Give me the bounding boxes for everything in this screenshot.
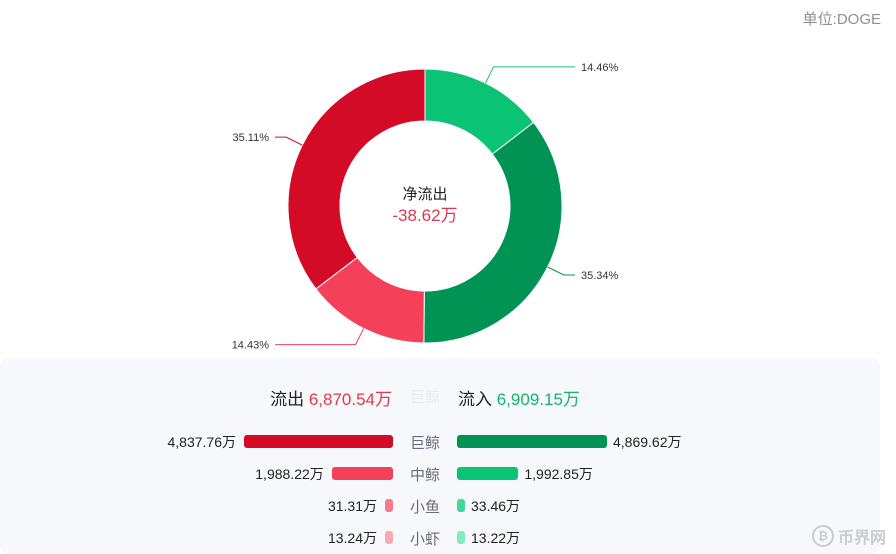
summary-mid-label: 巨鲸 [410, 389, 441, 406]
row-inflow-value: 1,992.85万 [524, 466, 593, 482]
donut-slice [423, 121, 563, 344]
row-outflow-bar [243, 435, 393, 448]
slice-leader-line [275, 328, 365, 346]
row-category-label: 小鱼 [410, 499, 441, 516]
donut-slice [287, 68, 426, 290]
row-inflow-bar [457, 467, 519, 480]
row-outflow-value: 4,837.76万 [167, 434, 236, 450]
watermark-text: 币界网 [837, 530, 886, 547]
bitcoin-coin-icon: ₿ [811, 525, 834, 547]
row-inflow-bar [457, 499, 465, 512]
center-net-value: -38.62万 [392, 206, 457, 225]
row-category-label: 巨鲸 [410, 435, 441, 452]
row-inflow-value: 13.22万 [471, 530, 521, 546]
row-outflow-bar [385, 531, 393, 544]
unit-label: 单位:DOGE [802, 11, 881, 28]
row-category-label: 小虾 [410, 531, 441, 548]
row-inflow-value: 4,869.62万 [613, 434, 682, 450]
flow-row: 4,837.76万 巨鲸 4,869.62万 [0, 430, 880, 454]
row-inflow-bar [457, 531, 465, 544]
row-category-label: 中鲸 [410, 467, 441, 484]
flow-row: 13.24万 小虾 13.22万 [0, 526, 880, 550]
slice-percent-label: 14.43% [232, 340, 270, 352]
slice-leader-line [485, 66, 575, 84]
row-outflow-value: 1,988.22万 [255, 466, 324, 482]
outflow-value: 6,870.54万 [308, 390, 392, 409]
center-title: 净流出 [402, 186, 447, 203]
row-inflow-value: 33.46万 [471, 498, 521, 514]
slice-percent-label: 35.34% [581, 270, 619, 282]
inflow-total: 流入 6,909.15万 [458, 385, 580, 410]
net-flow-donut-chart: 14.46% 35.34% 14.43% 35.11% 净流出 -38.62万 [232, 62, 619, 352]
slice-percent-label: 14.46% [581, 62, 619, 74]
row-inflow-bar [457, 435, 607, 448]
row-outflow-bar [385, 499, 393, 512]
slice-leader-line [275, 136, 303, 146]
flow-row: 1,988.22万 中鲸 1,992.85万 [0, 462, 880, 486]
row-outflow-value: 13.24万 [327, 530, 377, 546]
flow-row: 31.31万 小鱼 33.46万 [0, 494, 880, 518]
inflow-value: 6,909.15万 [496, 390, 580, 409]
slice-percent-label: 35.11% [233, 132, 270, 144]
row-outflow-value: 31.31万 [327, 498, 377, 514]
inflow-label: 流入 [458, 390, 492, 409]
outflow-total: 流出 6,870.54万 [270, 385, 392, 410]
flow-summary: 流出 6,870.54万 巨鲸 流入 6,909.15万 [0, 385, 880, 409]
slice-leader-line [547, 266, 575, 276]
row-outflow-bar [331, 467, 393, 480]
watermark: ₿ 币界网 [811, 524, 886, 548]
flow-summary-panel [0, 358, 880, 554]
outflow-label: 流出 [270, 390, 305, 409]
